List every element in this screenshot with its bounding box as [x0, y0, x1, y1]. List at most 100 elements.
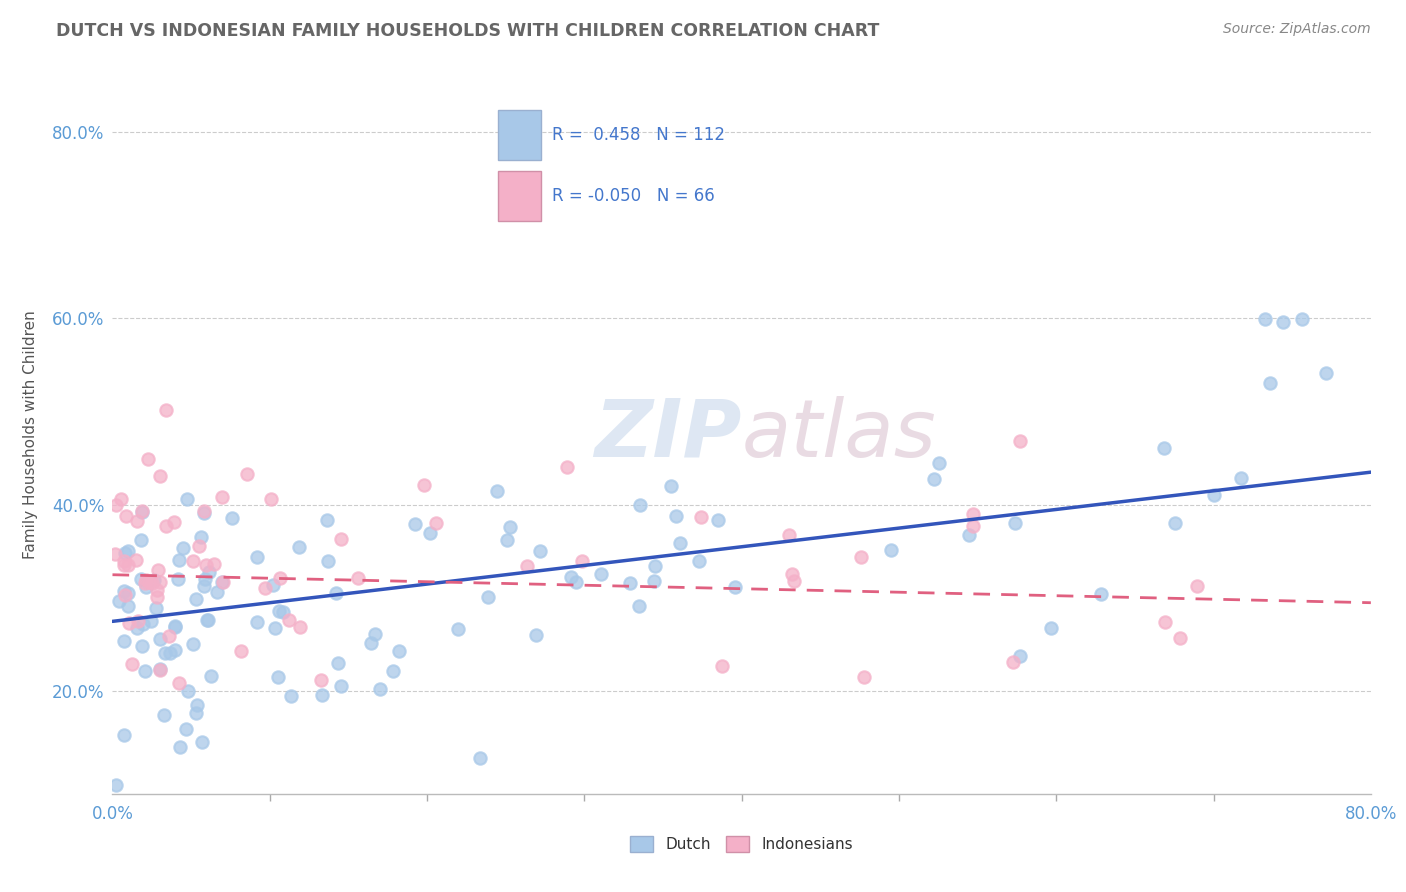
Text: ZIP: ZIP — [595, 396, 742, 474]
Point — [388, 644, 411, 658]
Point — [181, 637, 204, 651]
Point — [1230, 471, 1253, 485]
Point — [117, 599, 139, 614]
Point — [221, 511, 243, 525]
Point — [163, 620, 186, 634]
Point — [132, 616, 155, 631]
Point — [186, 698, 208, 712]
Point — [195, 558, 218, 573]
Point — [628, 498, 651, 512]
Point — [181, 553, 204, 567]
Point — [628, 599, 651, 613]
Point — [1004, 516, 1026, 530]
Point — [591, 566, 613, 581]
Point — [780, 567, 803, 582]
Point — [114, 588, 136, 602]
Point — [169, 739, 191, 754]
Point — [783, 574, 806, 588]
Point — [190, 530, 212, 544]
Point — [644, 558, 666, 573]
Point — [200, 669, 222, 683]
Point — [145, 582, 167, 597]
Point — [665, 508, 688, 523]
Text: Source: ZipAtlas.com: Source: ZipAtlas.com — [1223, 22, 1371, 37]
Point — [117, 586, 139, 600]
Point — [288, 540, 311, 554]
Point — [1040, 621, 1063, 635]
Point — [118, 616, 141, 631]
Point — [155, 403, 177, 417]
Point — [104, 498, 127, 512]
Point — [125, 553, 148, 567]
Point — [526, 628, 548, 642]
Point — [1187, 579, 1209, 593]
Legend: Dutch, Indonesians: Dutch, Indonesians — [624, 830, 859, 858]
Point — [131, 504, 153, 518]
Point — [325, 586, 347, 600]
Point — [193, 504, 215, 518]
Point — [112, 554, 135, 568]
Point — [267, 670, 290, 684]
Point — [134, 576, 156, 591]
Point — [496, 533, 519, 548]
Point — [1001, 655, 1024, 669]
Point — [928, 457, 950, 471]
Point — [163, 619, 186, 633]
Point — [194, 572, 217, 586]
Point — [962, 508, 984, 522]
Point — [112, 558, 135, 573]
Point — [560, 569, 582, 583]
Point — [163, 516, 186, 530]
Point — [174, 722, 197, 736]
Point — [198, 566, 221, 580]
Point — [413, 477, 436, 491]
Point — [110, 491, 132, 506]
Point — [1291, 312, 1313, 326]
Point — [852, 670, 875, 684]
Point — [688, 554, 710, 568]
Point — [260, 492, 283, 507]
Point — [115, 508, 138, 523]
Point — [211, 574, 233, 589]
Point — [172, 541, 194, 556]
Point — [316, 554, 339, 568]
Point — [104, 547, 127, 561]
Point — [188, 539, 211, 553]
Point — [499, 520, 522, 534]
Point — [724, 580, 747, 594]
Point — [311, 673, 333, 688]
Point — [149, 574, 172, 589]
Text: DUTCH VS INDONESIAN FAMILY HOUSEHOLDS WITH CHILDREN CORRELATION CHART: DUTCH VS INDONESIAN FAMILY HOUSEHOLDS WI… — [56, 22, 880, 40]
Point — [146, 563, 169, 577]
Point — [127, 621, 149, 635]
Point — [211, 490, 233, 504]
Point — [127, 615, 149, 629]
Point — [485, 483, 508, 498]
Point — [269, 604, 291, 618]
Point — [229, 643, 252, 657]
Point — [1008, 649, 1031, 664]
Point — [134, 664, 156, 678]
Point — [1254, 312, 1277, 326]
Point — [131, 572, 153, 586]
Point — [195, 613, 218, 627]
Point — [163, 643, 186, 657]
Point — [246, 549, 269, 564]
Point — [278, 613, 301, 627]
Point — [146, 591, 169, 605]
Point — [1168, 632, 1191, 646]
Point — [1008, 434, 1031, 448]
Point — [962, 519, 984, 533]
Point — [149, 663, 172, 677]
Point — [138, 575, 160, 590]
Point — [135, 580, 157, 594]
Point — [470, 751, 492, 765]
Point — [347, 571, 370, 585]
Point — [129, 533, 152, 548]
Point — [167, 573, 190, 587]
Text: atlas: atlas — [742, 396, 936, 474]
Point — [177, 683, 200, 698]
Point — [184, 706, 207, 720]
Point — [149, 632, 172, 646]
Point — [382, 664, 405, 678]
